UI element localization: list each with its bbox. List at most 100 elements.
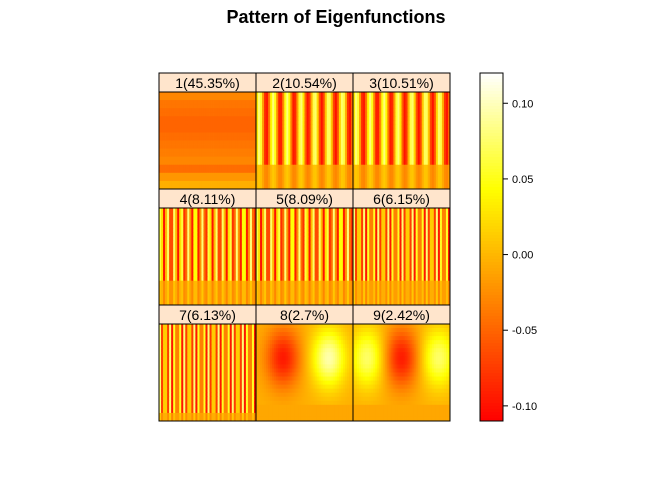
heatmap-cell — [308, 164, 311, 170]
heatmap-cell — [239, 272, 243, 278]
heatmap-cell — [197, 228, 200, 233]
heatmap-cell — [413, 100, 417, 105]
heatmap-cell — [231, 100, 235, 105]
heatmap-cell — [165, 268, 168, 274]
heatmap-cell — [403, 108, 406, 113]
heatmap-cell — [318, 180, 322, 186]
heatmap-cell — [225, 104, 229, 109]
heatmap-cell — [288, 156, 291, 162]
heatmap-cell — [304, 136, 307, 141]
heatmap-cell — [340, 172, 344, 178]
heatmap-cell — [357, 96, 360, 101]
heatmap-cell — [377, 180, 380, 186]
heatmap-cell — [441, 152, 445, 158]
heatmap-cell — [161, 92, 164, 97]
heatmap-cell — [191, 256, 194, 261]
heatmap-cell — [292, 100, 295, 105]
heatmap-cell — [308, 116, 311, 121]
heatmap-cell — [322, 116, 326, 121]
heatmap-cell — [179, 284, 182, 290]
heatmap-cell — [225, 220, 229, 225]
heatmap-cell — [348, 232, 352, 237]
heatmap-cell — [445, 128, 449, 133]
heatmap-cell — [290, 236, 293, 241]
heatmap-cell — [302, 120, 305, 125]
heatmap-cell — [286, 160, 289, 166]
heatmap-cell — [320, 208, 324, 213]
heatmap-cell — [258, 228, 261, 233]
heatmap-cell — [256, 208, 259, 213]
heatmap-cell — [316, 172, 320, 178]
heatmap-cell — [241, 168, 245, 174]
heatmap-cell — [169, 288, 172, 294]
heatmap-cell — [278, 96, 281, 101]
heatmap-cell — [399, 156, 402, 162]
heatmap-cell — [409, 180, 412, 186]
heatmap-cell — [304, 104, 307, 109]
heatmap-cell — [274, 224, 277, 229]
heatmap-cell — [237, 100, 241, 105]
heatmap-cell — [401, 120, 404, 125]
heatmap-cell — [185, 252, 188, 257]
heatmap-cell — [251, 220, 255, 225]
heatmap-cell — [421, 176, 425, 182]
heatmap-cell — [403, 156, 406, 162]
heatmap-cell — [165, 276, 168, 282]
heatmap-cell — [399, 132, 402, 137]
heatmap-cell — [185, 136, 188, 141]
heatmap-cell — [363, 116, 366, 121]
heatmap-cell — [320, 212, 324, 217]
heatmap-cell — [411, 140, 415, 145]
heatmap-cell — [235, 116, 239, 121]
heatmap-cell — [183, 176, 186, 182]
heatmap-cell — [272, 216, 275, 221]
heatmap-cell — [306, 156, 309, 162]
heatmap-cell — [336, 96, 340, 101]
heatmap-cell — [409, 160, 412, 166]
heatmap-cell — [215, 124, 218, 129]
heatmap-cell — [249, 128, 253, 133]
heatmap-cell — [217, 92, 221, 97]
heatmap-cell — [344, 104, 348, 109]
heatmap-cell — [395, 108, 398, 113]
heatmap-cell — [387, 120, 390, 125]
heatmap-cell — [247, 104, 251, 109]
heatmap-cell — [163, 132, 166, 137]
heatmap-cell — [209, 208, 212, 213]
heatmap-cell — [298, 208, 301, 213]
heatmap-cell — [205, 148, 208, 154]
heatmap-cell — [393, 164, 396, 170]
heatmap-cell — [191, 208, 194, 213]
heatmap-cell — [359, 148, 362, 154]
heatmap-cell — [298, 172, 301, 178]
heatmap-cell — [304, 100, 307, 105]
heatmap-cell — [227, 260, 231, 265]
heatmap-cell — [385, 160, 388, 166]
heatmap-cell — [387, 112, 390, 117]
heatmap-cell — [328, 180, 332, 186]
heatmap-cell — [302, 132, 305, 137]
heatmap-cell — [203, 144, 206, 149]
heatmap-cell — [371, 128, 374, 133]
heatmap-cell — [197, 184, 200, 190]
heatmap-cell — [447, 136, 451, 141]
heatmap-cell — [282, 152, 285, 158]
heatmap-cell — [316, 236, 320, 241]
heatmap-cell — [344, 160, 348, 166]
heatmap-cell — [229, 296, 233, 302]
heatmap-cell — [181, 300, 184, 306]
heatmap-cell — [161, 128, 164, 133]
heatmap-cell — [274, 132, 277, 137]
heatmap-cell — [413, 168, 417, 174]
heatmap-cell — [298, 112, 301, 117]
heatmap-cell — [355, 140, 358, 145]
heatmap-cell — [227, 212, 231, 217]
heatmap-cell — [318, 160, 322, 166]
heatmap-cell — [183, 136, 186, 141]
heatmap-cell — [445, 120, 449, 125]
heatmap-cell — [207, 236, 210, 241]
heatmap-cell — [195, 132, 198, 137]
heatmap-cell — [169, 92, 172, 97]
heatmap-cell — [377, 176, 380, 182]
heatmap-cell — [284, 184, 287, 190]
